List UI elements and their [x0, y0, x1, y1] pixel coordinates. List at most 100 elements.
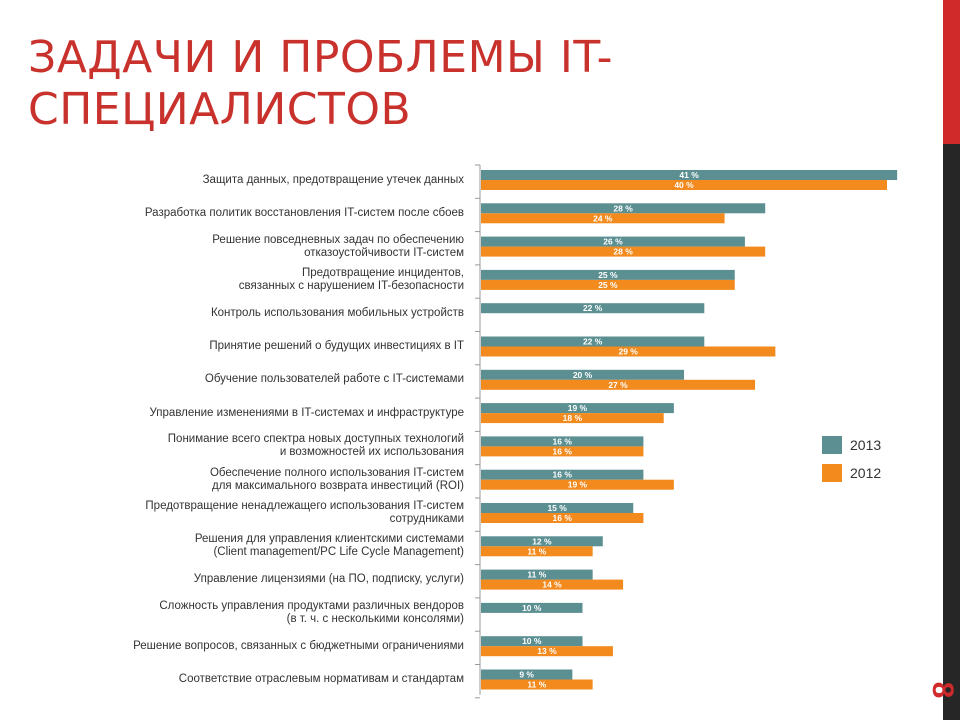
- bar-2013-6: [481, 369, 684, 380]
- data-label-2012-8: 16 %: [553, 446, 573, 456]
- category-label: Понимание всего спектра новых доступных …: [64, 433, 464, 459]
- bar-2012-11: [481, 546, 593, 557]
- data-label-2012-6: 27 %: [608, 380, 628, 390]
- category-label-line: Решение повседневных задач по обеспечени…: [212, 233, 464, 246]
- category-label-line: Понимание всего спектра новых доступных …: [167, 433, 464, 446]
- bar-2012-3: [481, 279, 735, 290]
- bar-2013-3: [481, 269, 735, 280]
- category-label: Решения для управления клиентскими систе…: [64, 533, 464, 559]
- category-label-line: Предотвращение инцидентов,: [302, 266, 464, 279]
- category-label-line: Контроль использования мобильных устройс…: [210, 306, 464, 319]
- bar-2013-2: [481, 236, 745, 247]
- bar-2013-15: [481, 669, 573, 680]
- category-label-line: Обучение пользователей работе с IT-систе…: [204, 373, 464, 386]
- data-label-2013-2: 26 %: [603, 237, 623, 247]
- bar-2012-10: [481, 513, 644, 523]
- data-label-2013-5: 22 %: [583, 337, 603, 347]
- bar-2012-5: [481, 346, 776, 357]
- category-label-line: Решение вопросов, связанных с бюджетными…: [133, 639, 464, 652]
- bar-2013-0: [481, 170, 898, 180]
- bar-2013-5: [481, 336, 705, 347]
- category-label: Предотвращение инцидентов, связанных с на…: [64, 267, 464, 293]
- chart-legend: 2013 2012: [822, 433, 881, 489]
- category-label: Защита данных, предотвращение утечек дан…: [64, 174, 464, 187]
- page-number: 8: [926, 681, 959, 699]
- legend-item-2013: 2013: [822, 433, 881, 457]
- data-label-2013-10: 15 %: [547, 503, 567, 513]
- legend-swatch-2013: [822, 436, 842, 454]
- category-label-line: Управление изменениями в IT-системах и и…: [149, 406, 464, 419]
- bar-2013-9: [481, 469, 644, 480]
- data-label-2013-1: 28 %: [613, 203, 633, 213]
- category-label-line: сотрудниками: [389, 513, 464, 525]
- legend-item-2012: 2012: [822, 461, 881, 485]
- accent-bar-red: [943, 0, 960, 144]
- bar-2013-4: [481, 303, 705, 314]
- bar-2012-0: [481, 180, 887, 190]
- category-label-line: и возможностей их использования: [279, 446, 464, 459]
- bar-2012-8: [481, 446, 644, 457]
- data-label-2013-3: 25 %: [598, 270, 618, 280]
- category-label: Сложность управления продуктами различны…: [64, 600, 464, 626]
- data-label-2012-2: 28 %: [613, 247, 633, 257]
- data-label-2012-3: 25 %: [598, 280, 618, 290]
- bar-2012-1: [481, 213, 725, 224]
- category-label-line: Принятие решений о будущих инвестициях в…: [209, 340, 464, 352]
- category-label-line: Решения для управления клиентскими систе…: [194, 533, 464, 546]
- bar-2013-10: [481, 503, 634, 513]
- category-label: Принятие решений о будущих инвестициях в…: [64, 340, 464, 353]
- category-label-line: для максимального возврата инвестиций (R…: [212, 479, 464, 492]
- category-label: Обеспечение полного использования IT-сис…: [64, 467, 464, 493]
- category-label-line: Сложность управления продуктами различны…: [159, 599, 464, 612]
- category-label: Решение вопросов, связанных с бюджетными…: [64, 640, 464, 653]
- data-label-2013-6: 20 %: [573, 370, 593, 380]
- data-label-2013-8: 16 %: [553, 436, 573, 446]
- data-label-2013-11: 12 %: [532, 536, 552, 546]
- bar-2012-2: [481, 246, 766, 257]
- bar-2013-14: [481, 636, 583, 647]
- data-label-2013-9: 16 %: [553, 470, 573, 480]
- category-label-line: (в т. ч. с несколькими консолями): [286, 612, 464, 625]
- category-label-line: Управление лицензиями (на ПО, подписку, …: [193, 573, 464, 586]
- data-label-2012-12: 14 %: [542, 580, 562, 590]
- legend-swatch-2012: [822, 464, 842, 482]
- category-label-line: (Client management/PC Life Cycle Managem…: [213, 546, 464, 559]
- data-label-2012-11: 11 %: [527, 546, 546, 556]
- bar-2013-8: [481, 436, 644, 447]
- category-label-line: Соответствие отраслевым нормативам и ста…: [178, 673, 464, 685]
- category-label-line: отказоустойчивости IT-систем: [304, 246, 464, 259]
- data-label-2013-13: 10 %: [522, 603, 542, 613]
- data-label-2012-9: 19 %: [568, 480, 588, 490]
- bar-2012-14: [481, 646, 613, 657]
- bar-2013-12: [481, 569, 593, 580]
- category-label-line: Разработка политик восстановления IT-сис…: [144, 206, 464, 219]
- category-label: Предотвращение ненадлежащего использован…: [64, 500, 464, 526]
- category-labels: Защита данных, предотвращение утечек дан…: [64, 0, 464, 720]
- category-label: Соответствие отраслевым нормативам и ста…: [64, 673, 464, 686]
- bar-2013-7: [481, 403, 674, 414]
- category-label: Управление лицензиями (на ПО, подписку, …: [64, 573, 464, 586]
- data-label-2012-0: 40 %: [674, 180, 694, 190]
- data-label-2013-14: 10 %: [522, 636, 542, 646]
- data-label-2013-15: 9 %: [519, 670, 534, 680]
- data-label-2013-7: 19 %: [568, 403, 588, 413]
- accent-bar-dark: [943, 144, 960, 720]
- bar-2012-15: [481, 679, 593, 690]
- category-label-line: Обеспечение полного использования IT-сис…: [209, 466, 464, 479]
- bar-2013-11: [481, 536, 603, 547]
- bar-2012-7: [481, 413, 664, 424]
- data-label-2013-4: 22 %: [583, 303, 603, 313]
- category-label: Решение повседневных задач по обеспечени…: [64, 234, 464, 260]
- data-label-2012-14: 13 %: [537, 646, 557, 656]
- legend-label-2012: 2012: [850, 465, 882, 481]
- category-label: Разработка политик восстановления IT-сис…: [64, 207, 464, 220]
- data-label-2012-15: 11 %: [527, 680, 546, 690]
- legend-label-2013: 2013: [850, 437, 882, 453]
- data-label-2012-1: 24 %: [593, 213, 613, 223]
- slide-title: ЗАДАЧИ И ПРОБЛЕМЫ IT-СПЕЦИАЛИСТОВ: [28, 32, 614, 135]
- category-label-line: Защита данных, предотвращение утечек дан…: [202, 173, 464, 186]
- bar-2012-9: [481, 479, 674, 490]
- category-label: Управление изменениями в IT-системах и и…: [64, 407, 464, 420]
- bar-2012-6: [481, 379, 756, 390]
